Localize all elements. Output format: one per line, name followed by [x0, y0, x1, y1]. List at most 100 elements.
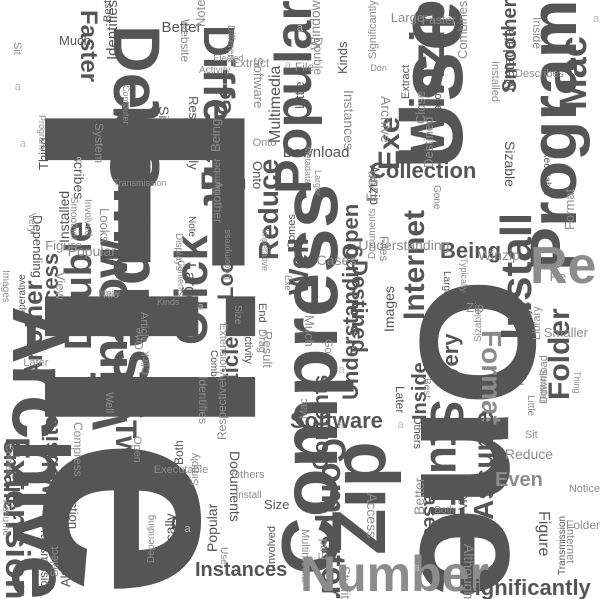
- cloud-word-close: Close: [431, 83, 444, 112]
- cloud-word-assume: Assume: [468, 411, 499, 520]
- cloud-word-although: Although: [460, 543, 477, 599]
- cloud-word-file: File: [294, 59, 315, 74]
- cloud-word-typically: Typically: [161, 513, 178, 568]
- cloud-word-figure: Figure: [534, 511, 552, 557]
- cloud-word-exe: Exe: [283, 275, 294, 291]
- cloud-word-popular: Popular: [67, 242, 116, 259]
- cloud-word-open: Open: [131, 435, 144, 463]
- cloud-word-re: Re: [549, 269, 567, 285]
- cloud-word-popular: Popular: [203, 503, 220, 553]
- cloud-word-view: View: [455, 484, 470, 510]
- cloud-word-simply: Simply: [156, 106, 173, 149]
- cloud-word-reduce: Reduce: [504, 445, 554, 462]
- cloud-word-activity: Activity: [241, 329, 254, 364]
- cloud-word-install: Install: [235, 489, 262, 501]
- cloud-word-smaller: Smaller: [543, 324, 588, 340]
- cloud-word-use: Use: [218, 547, 230, 566]
- cloud-word-a: a: [337, 419, 344, 432]
- cloud-word-metadata: Metadata: [302, 146, 313, 184]
- cloud-word-note: Note: [193, 0, 209, 28]
- cloud-word-a: a: [296, 22, 304, 35]
- cloud-word-click: Click: [140, 350, 153, 375]
- cloud-word-compress: Compress: [70, 422, 85, 477]
- cloud-word-elected: Elected: [213, 52, 244, 63]
- cloud-word-stuffit: Stuffit: [337, 565, 353, 599]
- cloud-word-both: Both: [434, 504, 455, 516]
- cloud-word-images: Images: [381, 285, 398, 332]
- cloud-word-software: Software: [290, 408, 383, 433]
- cloud-word-gone: Gone: [431, 185, 443, 210]
- cloud-word-view: View: [52, 272, 68, 301]
- cloud-word-involved: Involved: [82, 199, 94, 237]
- cloud-word-note: Note: [186, 215, 198, 237]
- cloud-word-documents: Documents: [227, 451, 244, 523]
- cloud-word-better: Better: [161, 19, 202, 37]
- cloud-word-kinds: Kinds: [156, 296, 180, 307]
- cloud-word-both: Both: [172, 439, 187, 465]
- cloud-word-collection: Collection: [65, 471, 81, 529]
- cloud-word-notice: Notice: [568, 483, 600, 496]
- cloud-word-zip: Zip: [466, 299, 485, 315]
- cloud-word-website: Website: [38, 416, 63, 500]
- cloud-word-later: Later: [23, 357, 49, 370]
- cloud-word-system: System: [92, 123, 107, 164]
- cloud-word-onto: Onto: [250, 161, 266, 190]
- cloud-word-size: Size: [264, 497, 290, 513]
- cloud-word-a: a: [284, 59, 291, 72]
- cloud-word-don: Don: [370, 63, 387, 74]
- cloud-word-large: Large: [390, 9, 425, 25]
- cloud-word-typically: Typically: [459, 257, 470, 293]
- cloud-word-elected: Elected: [512, 351, 524, 386]
- cloud-word-software: Software: [251, 56, 267, 108]
- cloud-word-sizable: Sizable: [473, 309, 485, 343]
- cloud-word-executable: Executable: [153, 463, 209, 476]
- cloud-word-sizable: Sizable: [502, 140, 519, 187]
- cloud-word-describes: Describes: [515, 67, 564, 80]
- cloud-word-a: a: [76, 153, 83, 166]
- cloud-word-much: Much: [302, 315, 318, 348]
- cloud-word-metadata: Metadata: [500, 28, 518, 92]
- cloud-word-significantly: Significantly: [366, 0, 379, 59]
- cloud-word-involved: Involved: [266, 526, 279, 567]
- cloud-word-later: Later: [393, 385, 408, 414]
- cloud-word-depending: Depending: [146, 514, 158, 563]
- cloud-word-figure: Figure: [45, 238, 83, 254]
- cloud-word-go: Go: [214, 87, 236, 115]
- cloud-word-don: Don: [200, 168, 247, 195]
- cloud-word-multimedia: Multimedia: [298, 528, 311, 583]
- cloud-word-winzip: Winzip: [477, 246, 520, 263]
- cloud-word-extract: Extract: [400, 64, 413, 99]
- cloud-word-drag: Drag: [236, 384, 249, 409]
- cloud-word-respectively: Respectively: [215, 372, 230, 441]
- cloud-word-much: Much: [59, 32, 91, 48]
- cloud-word-comes: Comes: [286, 214, 299, 250]
- cloud-word-respectively: Respectively: [186, 96, 202, 170]
- cloud-word-format: Format: [562, 189, 578, 231]
- cloud-word-comes: Comes: [3, 444, 15, 476]
- cloud-word-another: Another: [210, 181, 225, 224]
- cloud-word-others: Others: [410, 415, 423, 449]
- cloud-word-re: Re: [530, 237, 597, 295]
- cloud-word-mac: Mac: [297, 397, 310, 419]
- cloud-word-destined: Destined: [347, 260, 372, 353]
- cloud-word-inside: Inside: [530, 17, 545, 50]
- cloud-word-library: Library: [530, 306, 543, 340]
- cloud-word-being: Being: [207, 118, 223, 152]
- cloud-word-combines: Combines: [455, 0, 471, 59]
- cloud-word-identifies: Identifies: [195, 376, 210, 425]
- cloud-word-archive: Archive: [378, 96, 395, 144]
- cloud-word-cases: Cases: [316, 252, 357, 269]
- cloud-word-go: Go: [322, 338, 335, 354]
- cloud-word-very: Very: [438, 333, 463, 381]
- cloud-word-others: Others: [231, 469, 265, 482]
- cloud-word-a: a: [413, 562, 420, 575]
- cloud-word-destined: Destined: [421, 116, 437, 169]
- cloud-word-one: One: [131, 327, 146, 351]
- cloud-word-library: Library: [51, 297, 94, 314]
- cloud-word-describes: Describes: [70, 137, 87, 200]
- cloud-word-instances: Instances: [195, 559, 288, 581]
- cloud-word-a: a: [593, 13, 600, 26]
- cloud-word-displays: Displays: [517, 301, 533, 351]
- cloud-word-a: a: [397, 418, 404, 431]
